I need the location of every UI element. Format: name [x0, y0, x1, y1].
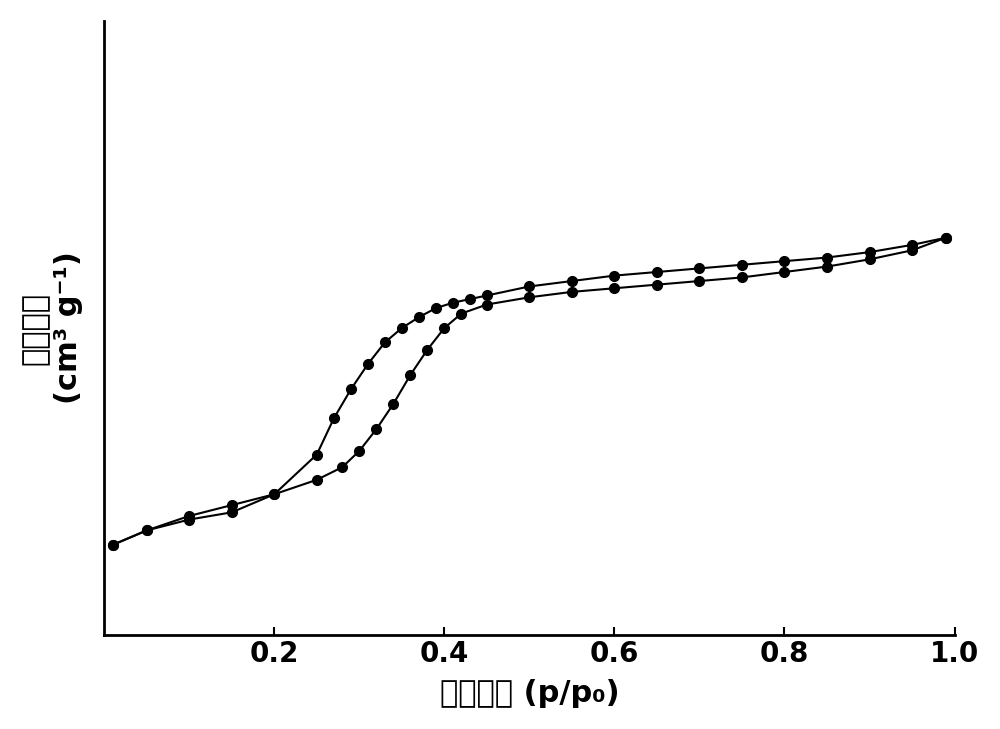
X-axis label: 相对压力 (p/p₀): 相对压力 (p/p₀) [440, 679, 619, 708]
Y-axis label: 吸收体积
(cm³ g⁻¹): 吸收体积 (cm³ g⁻¹) [21, 252, 83, 405]
